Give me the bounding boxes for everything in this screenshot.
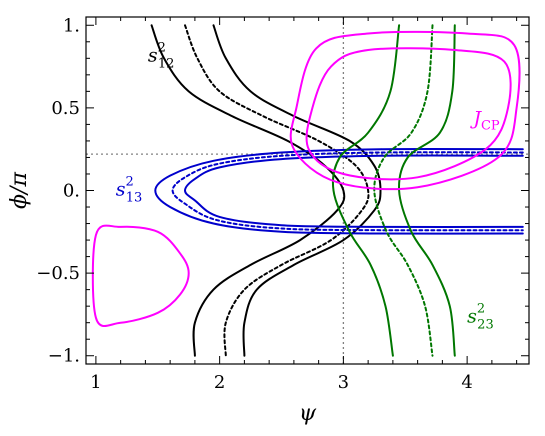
curve-s12-0 [150, 24, 346, 357]
curve-jcp-10 [289, 30, 521, 191]
y-tick-label: −0.5 [36, 263, 80, 284]
x-axis-title: ψ [299, 401, 317, 426]
annotation-s23: s2 23 [467, 302, 494, 333]
y-axis-title: ϕ/π [7, 172, 32, 209]
curve-s13-3 [154, 147, 524, 235]
y-tick-label: 1. [63, 15, 80, 36]
curves [91, 24, 524, 357]
annotation-jcp: JCP [469, 107, 500, 133]
curve-s12-2 [212, 24, 382, 357]
annotation-s13: s2 13 [116, 174, 143, 205]
reference-lines [86, 17, 529, 364]
curve-jcp-11 [91, 224, 190, 327]
ticks: 1 2 3 4 1. 0.5 0. −0.5 −1. [36, 15, 529, 393]
y-tick-label: 0.5 [51, 98, 80, 119]
curve-s23-6 [331, 24, 401, 357]
annotation-s12: s2 12 [148, 41, 175, 72]
x-tick-label: 1 [90, 372, 101, 393]
x-tick-label: 4 [461, 372, 472, 393]
curve-s12-1 [184, 24, 370, 357]
x-tick-label: 2 [214, 372, 225, 393]
curve-s13-4 [184, 154, 524, 228]
curve-s13-5 [171, 151, 524, 232]
annotations: s2 12 s2 13 JCP s2 23 [116, 41, 500, 333]
curve-s23-7 [373, 24, 434, 357]
curve-s23-8 [398, 24, 456, 357]
plot-frame [85, 16, 530, 365]
x-tick-label: 3 [338, 372, 349, 393]
y-tick-label: −1. [48, 346, 80, 367]
y-tick-label: 0. [63, 181, 80, 202]
curve-jcp-9 [305, 47, 512, 181]
